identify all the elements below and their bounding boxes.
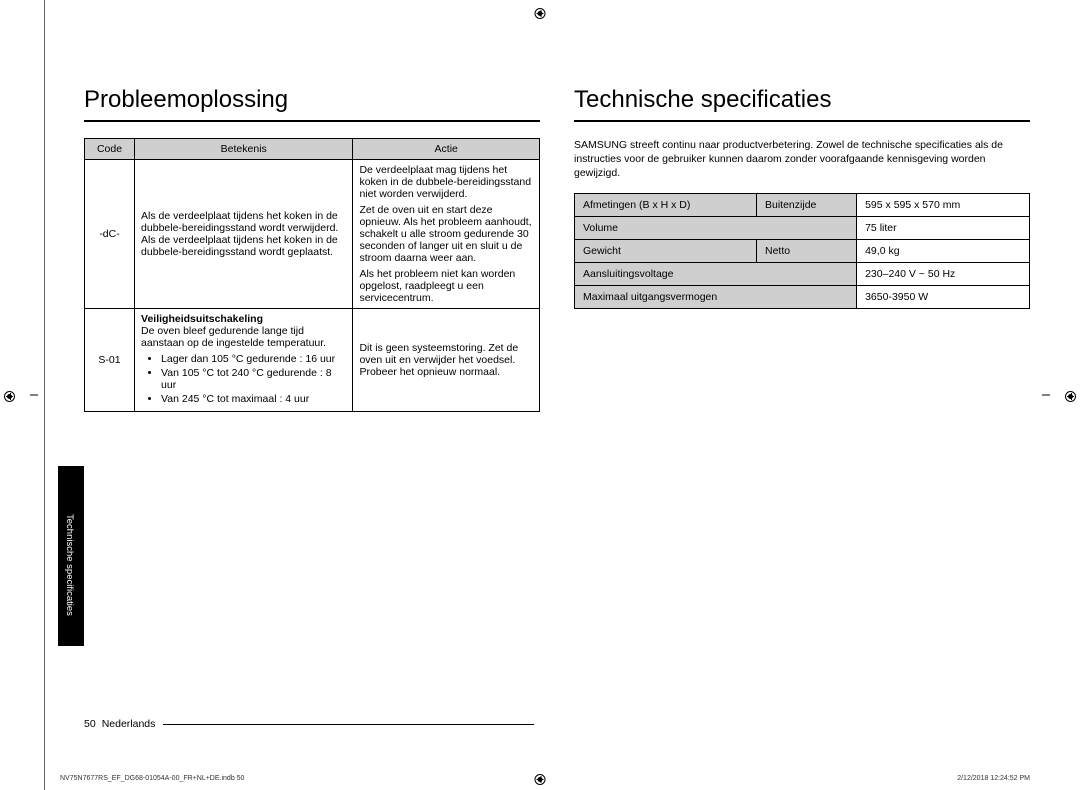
spec-value: 230–240 V ~ 50 Hz (857, 262, 1030, 285)
col-meaning: Betekenis (135, 139, 353, 160)
cell-meaning: Veiligheidsuitschakeling De oven bleef g… (135, 309, 353, 412)
spec-label: Aansluitingsvoltage (575, 262, 857, 285)
cell-action: De verdeelplaat mag tijdens het koken in… (353, 160, 540, 309)
table-row: S-01 Veiligheidsuitschakeling De oven bl… (85, 309, 540, 412)
heading-troubleshooting: Probleemoplossing (84, 86, 540, 122)
registration-mark-top (535, 4, 546, 20)
page-language: Nederlands (102, 718, 156, 730)
left-column: Probleemoplossing Code Betekenis Actie -… (84, 86, 540, 412)
page-footer: 50 Nederlands (84, 718, 534, 730)
cell-code: -dC- (85, 160, 135, 309)
spec-label: Afmetingen (B x H x D) (575, 193, 757, 216)
spec-value: 49,0 kg (857, 239, 1030, 262)
troubleshooting-table: Code Betekenis Actie -dC- Als de verdeel… (84, 138, 540, 412)
list-item: Lager dan 105 °C gedurende : 16 uur (161, 353, 346, 365)
page-content: Technische specificaties Probleemoplossi… (84, 30, 1030, 760)
meaning-bullets: Lager dan 105 °C gedurende : 16 uur Van … (141, 353, 346, 405)
cell-action: Dit is geen systeemstoring. Zet de oven … (353, 309, 540, 412)
cell-meaning: Als de verdeelplaat tijdens het koken in… (135, 160, 353, 309)
meaning-desc: De oven bleef gedurende lange tijd aanst… (141, 325, 346, 349)
registration-mark-right (1065, 387, 1076, 403)
list-item: Van 245 °C tot maximaal : 4 uur (161, 393, 346, 405)
list-item: Van 105 °C tot 240 °C gedurende : 8 uur (161, 367, 346, 391)
guide-line (44, 0, 45, 790)
print-filename: NV75N7677RS_EF_DG68-01054A-00_FR+NL+DE.i… (60, 775, 244, 782)
crop-tick-left (30, 395, 38, 396)
registration-mark-left (4, 387, 15, 403)
page-number: 50 (84, 718, 96, 730)
print-timestamp: 2/12/2018 12:24:52 PM (957, 775, 1030, 782)
table-row: Maximaal uitgangsvermogen 3650-3950 W (575, 285, 1030, 308)
table-header-row: Code Betekenis Actie (85, 139, 540, 160)
table-row: Gewicht Netto 49,0 kg (575, 239, 1030, 262)
spec-value: 75 liter (857, 216, 1030, 239)
spec-sublabel: Netto (757, 239, 857, 262)
side-tab: Technische specificaties (58, 466, 84, 646)
crop-tick-right (1042, 395, 1050, 396)
spec-sublabel: Buitenzijde (757, 193, 857, 216)
spec-label: Maximaal uitgangsvermogen (575, 285, 857, 308)
specs-table: Afmetingen (B x H x D) Buitenzijde 595 x… (574, 193, 1030, 309)
col-action: Actie (353, 139, 540, 160)
action-part: Als het probleem niet kan worden opgelos… (359, 268, 533, 304)
table-row: Volume 75 liter (575, 216, 1030, 239)
heading-specs: Technische specificaties (574, 86, 1030, 122)
intro-text: SAMSUNG streeft continu naar productverb… (574, 138, 1030, 181)
spec-label: Gewicht (575, 239, 757, 262)
print-footer: NV75N7677RS_EF_DG68-01054A-00_FR+NL+DE.i… (60, 775, 1030, 782)
spec-value: 3650-3950 W (857, 285, 1030, 308)
side-tab-label: Technische specificaties (64, 514, 75, 616)
spec-value: 595 x 595 x 570 mm (857, 193, 1030, 216)
meaning-title: Veiligheidsuitschakeling (141, 313, 346, 325)
col-code: Code (85, 139, 135, 160)
spec-label: Volume (575, 216, 857, 239)
footer-rule (163, 724, 534, 725)
action-part: De verdeelplaat mag tijdens het koken in… (359, 164, 533, 200)
table-row: Afmetingen (B x H x D) Buitenzijde 595 x… (575, 193, 1030, 216)
action-part: Zet de oven uit en start deze opnieuw. A… (359, 204, 533, 264)
table-row: -dC- Als de verdeelplaat tijdens het kok… (85, 160, 540, 309)
right-column: Technische specificaties SAMSUNG streeft… (574, 86, 1030, 412)
table-row: Aansluitingsvoltage 230–240 V ~ 50 Hz (575, 262, 1030, 285)
cell-code: S-01 (85, 309, 135, 412)
